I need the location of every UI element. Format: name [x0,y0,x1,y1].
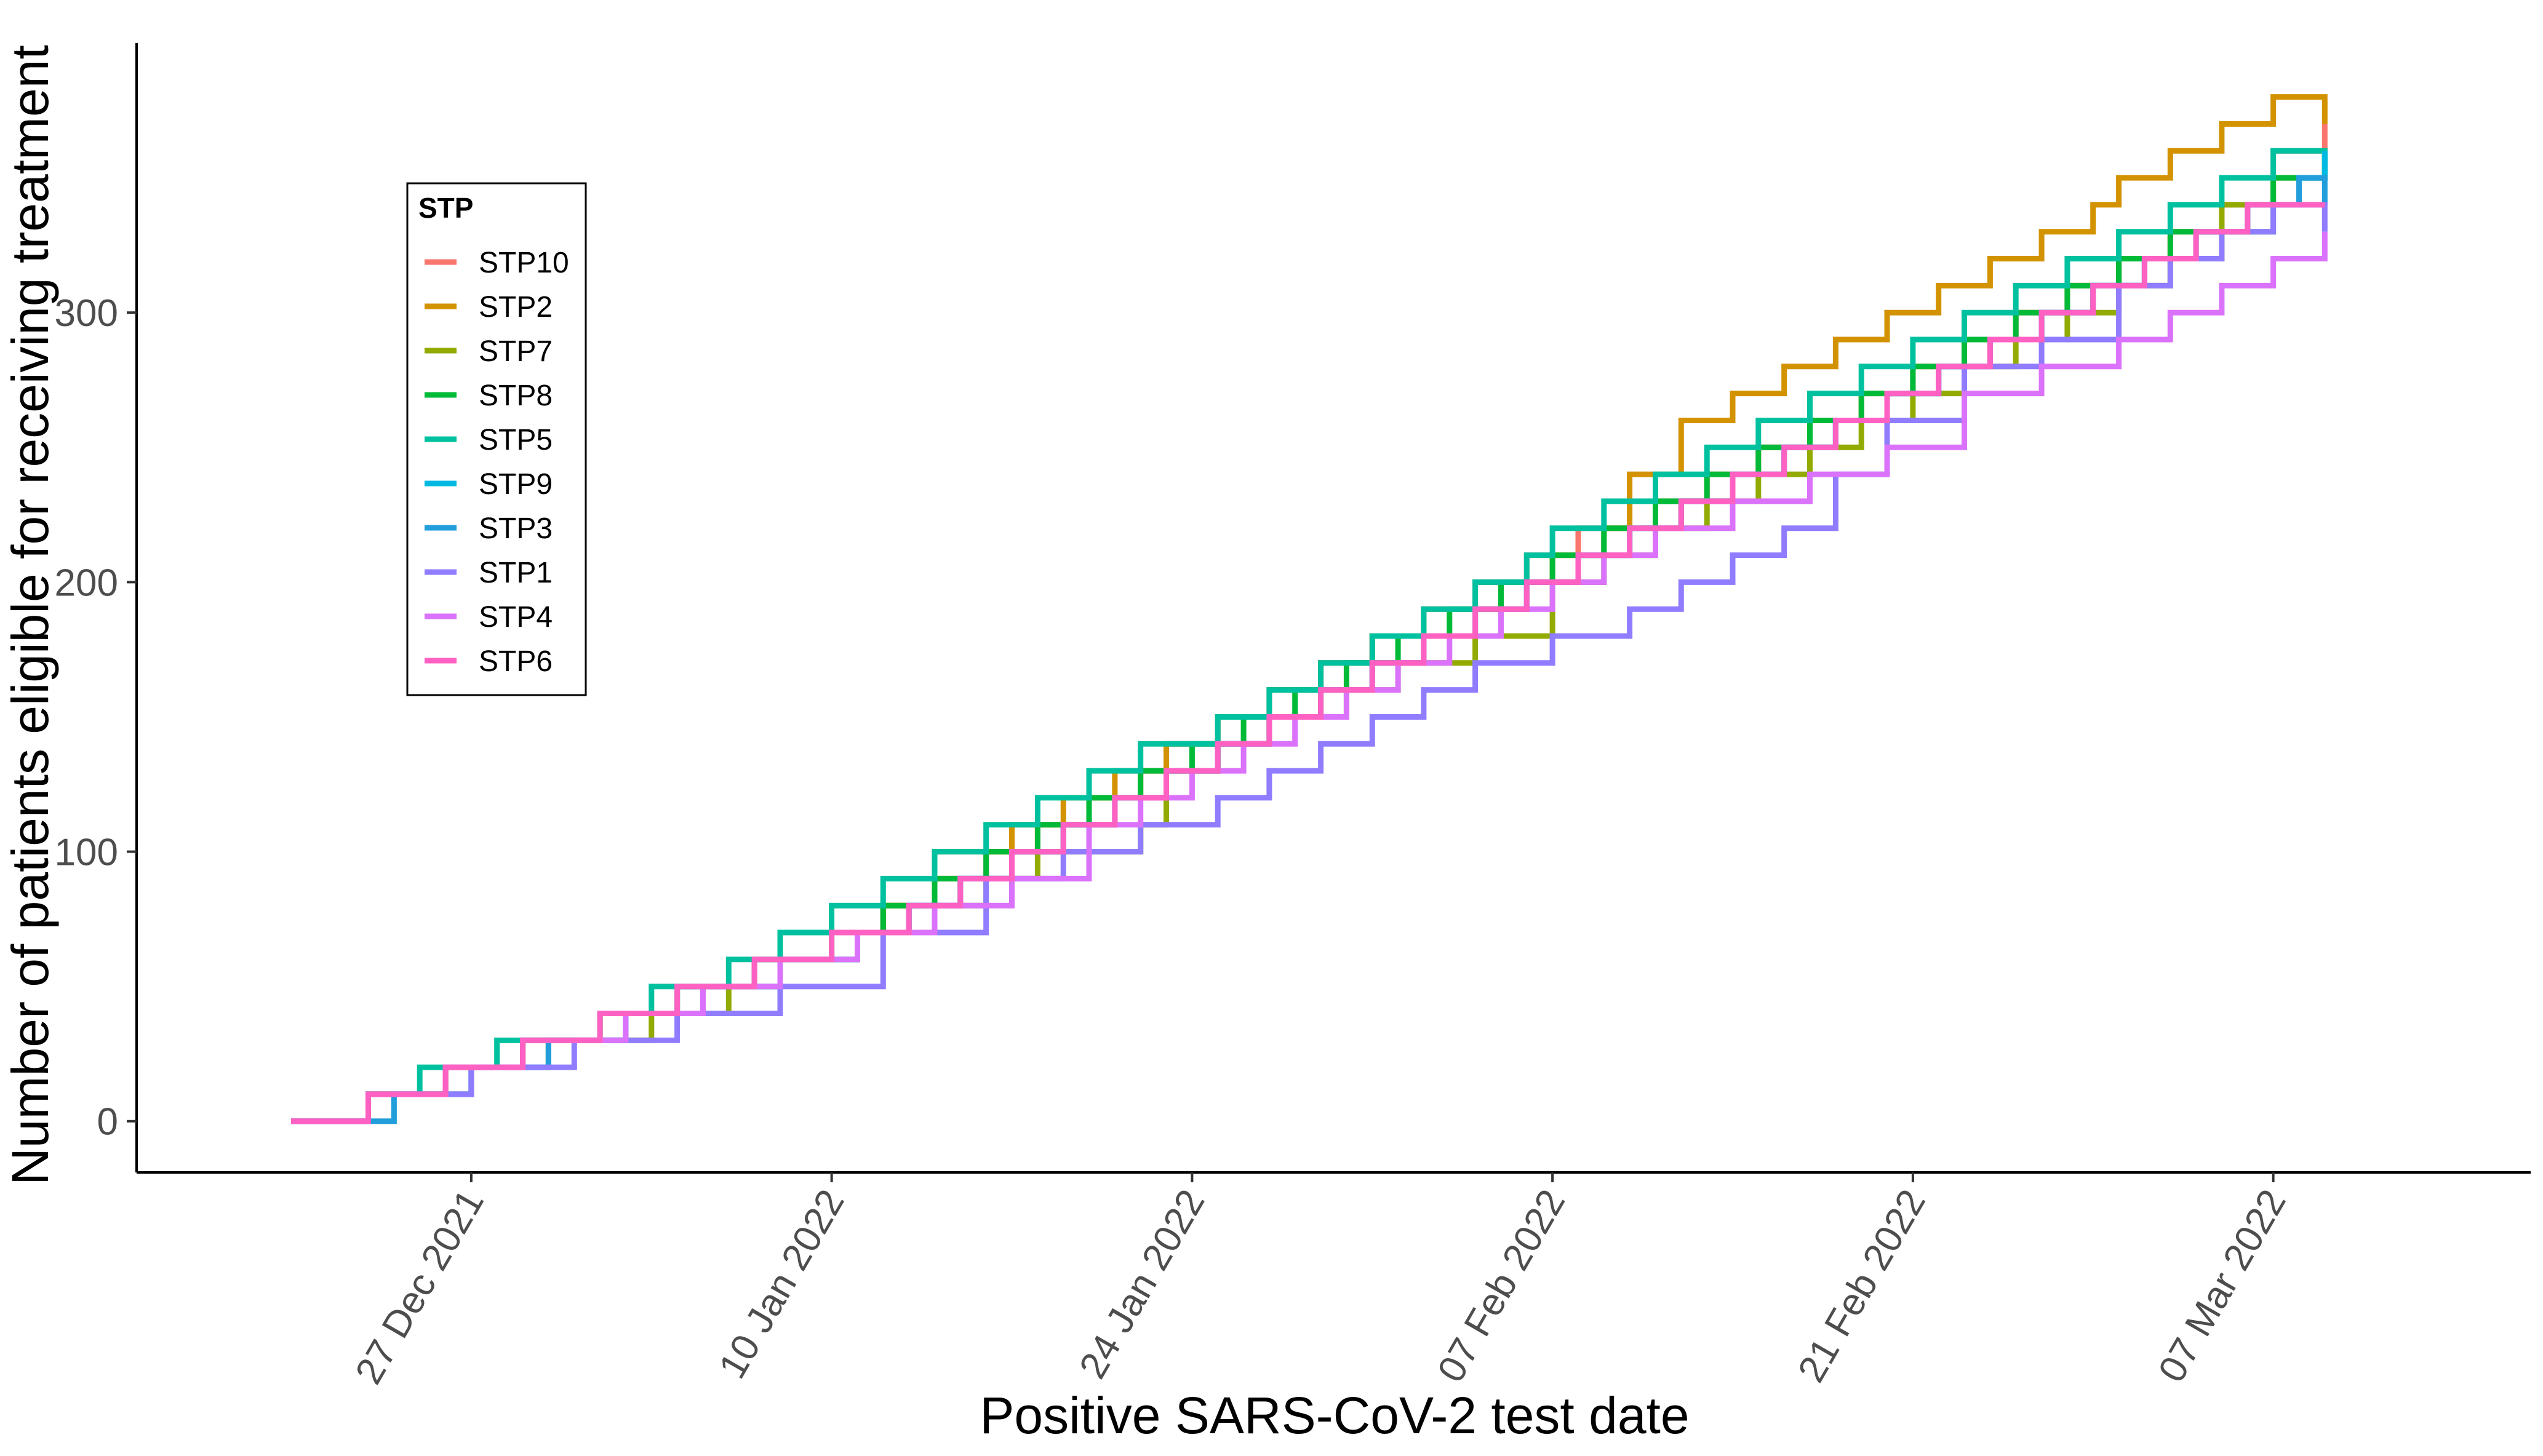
x-tick-label: 27 Dec 2021 [347,1183,492,1391]
y-tick-label: 300 [55,292,118,335]
x-axis-title: Positive SARS-CoV-2 test date [980,1386,1689,1444]
legend-label-stp10: STP10 [479,247,569,279]
y-axis-title: Number of patients eligible for receivin… [1,45,59,1185]
y-tick-label: 0 [97,1101,118,1144]
legend-label-stp5: STP5 [479,424,553,456]
series-line-stp7 [291,151,2328,1124]
series-line-stp5 [291,148,2328,1124]
series-line-stp9 [291,151,2328,1124]
x-tick-label: 24 Jan 2022 [1071,1183,1213,1386]
y-tick-label: 100 [55,832,118,874]
legend-label-stp8: STP8 [479,380,553,412]
legend-label-stp3: STP3 [479,512,553,545]
legend-label-stp4: STP4 [479,601,553,634]
y-tick-label: 200 [55,562,118,604]
legend-label-stp7: STP7 [479,335,553,368]
legend-label-stp6: STP6 [479,645,553,678]
series-line-stp10 [291,124,2328,1124]
legend-label-stp9: STP9 [479,468,553,501]
legend-title: STP [418,192,473,224]
series-line-stp1 [291,202,2328,1124]
x-tick-label: 10 Jan 2022 [711,1183,852,1386]
series-line-stp2 [291,94,2328,1124]
legend-label-stp1: STP1 [479,557,553,589]
series-line-stp3 [291,175,2328,1124]
series-line-stp6 [291,202,2325,1124]
x-tick-label: 07 Mar 2022 [2150,1183,2294,1390]
legend-label-stp2: STP2 [479,291,553,324]
series-line-stp8 [291,151,2328,1124]
x-tick-label: 07 Feb 2022 [1429,1183,1573,1390]
x-tick-label: 21 Feb 2022 [1790,1183,1934,1390]
series-group [291,94,2328,1124]
